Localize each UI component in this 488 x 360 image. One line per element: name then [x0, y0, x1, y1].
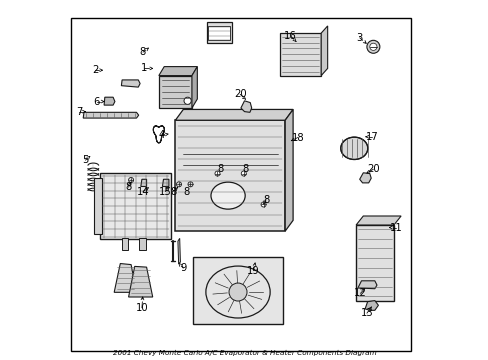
Text: 10: 10	[135, 303, 148, 313]
Bar	[122, 238, 128, 250]
Polygon shape	[241, 101, 251, 112]
Bar	[208, 26, 230, 40]
Circle shape	[215, 171, 220, 176]
Bar	[206, 22, 231, 43]
Circle shape	[241, 171, 246, 176]
Bar	[355, 225, 393, 301]
Circle shape	[183, 97, 191, 104]
Polygon shape	[121, 80, 140, 87]
Text: 19: 19	[246, 266, 259, 276]
Polygon shape	[355, 216, 400, 225]
Text: 3: 3	[356, 33, 362, 43]
Circle shape	[176, 182, 181, 187]
Text: 8: 8	[125, 182, 131, 192]
Polygon shape	[178, 238, 180, 264]
Ellipse shape	[210, 182, 244, 209]
Polygon shape	[365, 301, 378, 310]
Circle shape	[261, 202, 265, 207]
Polygon shape	[114, 264, 136, 292]
Bar	[279, 33, 321, 76]
Text: 11: 11	[389, 222, 402, 233]
Polygon shape	[83, 112, 139, 118]
Bar	[94, 178, 102, 234]
Polygon shape	[141, 179, 146, 186]
Circle shape	[128, 177, 133, 183]
Circle shape	[228, 283, 246, 301]
Text: 2001 Chevy Monte Carlo A/C Evaporator & Heater Components Diagram: 2001 Chevy Monte Carlo A/C Evaporator & …	[112, 350, 376, 356]
Text: 4: 4	[158, 130, 164, 140]
Text: 12: 12	[353, 288, 366, 298]
Text: 20: 20	[366, 164, 379, 174]
Polygon shape	[159, 67, 197, 76]
Text: 13: 13	[360, 308, 372, 318]
Polygon shape	[128, 266, 152, 297]
Bar	[175, 120, 285, 231]
Text: 2: 2	[92, 65, 98, 75]
Text: 8: 8	[170, 186, 176, 197]
Bar	[101, 173, 170, 239]
Text: 8: 8	[140, 47, 146, 57]
Circle shape	[187, 182, 193, 187]
Text: 6: 6	[94, 96, 100, 107]
Text: 18: 18	[291, 132, 304, 143]
Text: 8: 8	[217, 164, 223, 174]
Bar	[159, 76, 192, 108]
Circle shape	[366, 40, 379, 53]
Ellipse shape	[340, 137, 367, 159]
Text: 16: 16	[284, 31, 296, 41]
Bar	[193, 257, 282, 324]
Text: 9: 9	[180, 263, 186, 273]
Text: 7: 7	[76, 107, 82, 117]
Text: 1: 1	[140, 63, 146, 73]
Text: 5: 5	[82, 155, 88, 165]
Polygon shape	[192, 67, 197, 108]
Polygon shape	[357, 281, 376, 289]
Text: 17: 17	[365, 132, 378, 142]
Polygon shape	[359, 173, 370, 183]
Polygon shape	[285, 109, 292, 231]
Text: 20: 20	[233, 89, 246, 99]
Text: 8: 8	[263, 195, 269, 205]
Text: 8: 8	[183, 186, 190, 197]
Polygon shape	[104, 97, 115, 105]
Text: 15: 15	[159, 186, 171, 197]
Polygon shape	[321, 26, 327, 76]
Bar	[139, 238, 145, 250]
Polygon shape	[175, 109, 292, 120]
Polygon shape	[162, 179, 168, 186]
Text: 8: 8	[243, 164, 248, 174]
Circle shape	[369, 43, 376, 50]
Text: 14: 14	[136, 186, 149, 197]
